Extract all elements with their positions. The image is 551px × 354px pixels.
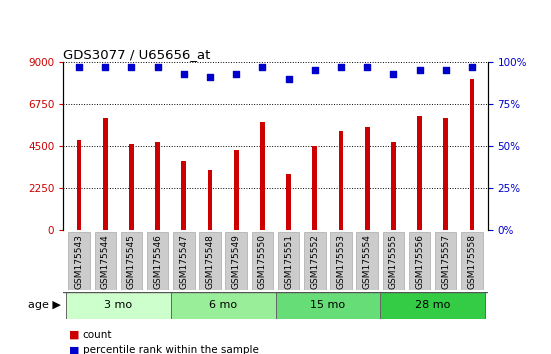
FancyBboxPatch shape	[409, 232, 430, 290]
FancyBboxPatch shape	[380, 292, 485, 319]
FancyBboxPatch shape	[382, 232, 404, 290]
FancyBboxPatch shape	[199, 232, 221, 290]
Text: GSM175558: GSM175558	[467, 234, 477, 289]
Point	[337, 64, 345, 70]
Bar	[155, 142, 160, 230]
FancyBboxPatch shape	[276, 292, 380, 319]
Text: percentile rank within the sample: percentile rank within the sample	[83, 346, 258, 354]
Point	[153, 64, 162, 70]
Text: age ▶: age ▶	[28, 300, 61, 310]
FancyBboxPatch shape	[121, 232, 142, 290]
Bar	[417, 116, 422, 230]
Bar	[234, 150, 239, 230]
Text: GSM175549: GSM175549	[232, 234, 241, 289]
Text: GSM175548: GSM175548	[206, 234, 214, 289]
Text: 15 mo: 15 mo	[310, 300, 345, 310]
FancyBboxPatch shape	[147, 232, 169, 290]
Point	[127, 64, 136, 70]
Bar	[444, 118, 448, 230]
Bar	[391, 142, 396, 230]
FancyBboxPatch shape	[356, 232, 378, 290]
Bar	[260, 122, 265, 230]
Text: GDS3077 / U65656_at: GDS3077 / U65656_at	[63, 48, 210, 61]
Text: GSM175544: GSM175544	[101, 234, 110, 289]
Text: GSM175554: GSM175554	[363, 234, 372, 289]
Text: count: count	[83, 330, 112, 339]
Bar	[181, 161, 186, 230]
Point	[284, 76, 293, 81]
FancyBboxPatch shape	[95, 232, 116, 290]
Bar	[286, 174, 291, 230]
FancyBboxPatch shape	[66, 292, 171, 319]
Bar	[312, 146, 317, 230]
FancyBboxPatch shape	[173, 232, 195, 290]
Bar	[77, 141, 82, 230]
Text: GSM175551: GSM175551	[284, 234, 293, 289]
Point	[310, 68, 319, 73]
FancyBboxPatch shape	[435, 232, 456, 290]
Text: 3 mo: 3 mo	[104, 300, 132, 310]
Text: GSM175557: GSM175557	[441, 234, 450, 289]
FancyBboxPatch shape	[68, 232, 90, 290]
Point	[101, 64, 110, 70]
Text: GSM175555: GSM175555	[389, 234, 398, 289]
Text: 6 mo: 6 mo	[209, 300, 237, 310]
Point	[206, 74, 214, 80]
Bar	[129, 144, 134, 230]
Point	[467, 64, 476, 70]
Point	[415, 68, 424, 73]
FancyBboxPatch shape	[225, 232, 247, 290]
Text: GSM175546: GSM175546	[153, 234, 162, 289]
FancyBboxPatch shape	[304, 232, 326, 290]
Point	[258, 64, 267, 70]
Text: GSM175552: GSM175552	[310, 234, 319, 289]
FancyBboxPatch shape	[252, 232, 273, 290]
Point	[441, 68, 450, 73]
Point	[75, 64, 84, 70]
Point	[363, 64, 371, 70]
Bar	[365, 127, 370, 230]
Bar	[469, 79, 474, 230]
Bar	[103, 118, 107, 230]
Bar	[208, 170, 212, 230]
Text: ■: ■	[69, 330, 79, 339]
Text: 28 mo: 28 mo	[415, 300, 450, 310]
Text: GSM175547: GSM175547	[179, 234, 188, 289]
Text: GSM175550: GSM175550	[258, 234, 267, 289]
Text: ■: ■	[69, 346, 79, 354]
Text: GSM175553: GSM175553	[337, 234, 345, 289]
Point	[389, 71, 398, 76]
Point	[232, 71, 241, 76]
FancyBboxPatch shape	[278, 232, 299, 290]
Bar	[339, 131, 343, 230]
Point	[180, 71, 188, 76]
FancyBboxPatch shape	[461, 232, 483, 290]
FancyBboxPatch shape	[330, 232, 352, 290]
FancyBboxPatch shape	[171, 292, 276, 319]
Text: GSM175556: GSM175556	[415, 234, 424, 289]
Text: GSM175543: GSM175543	[74, 234, 84, 289]
Text: GSM175545: GSM175545	[127, 234, 136, 289]
